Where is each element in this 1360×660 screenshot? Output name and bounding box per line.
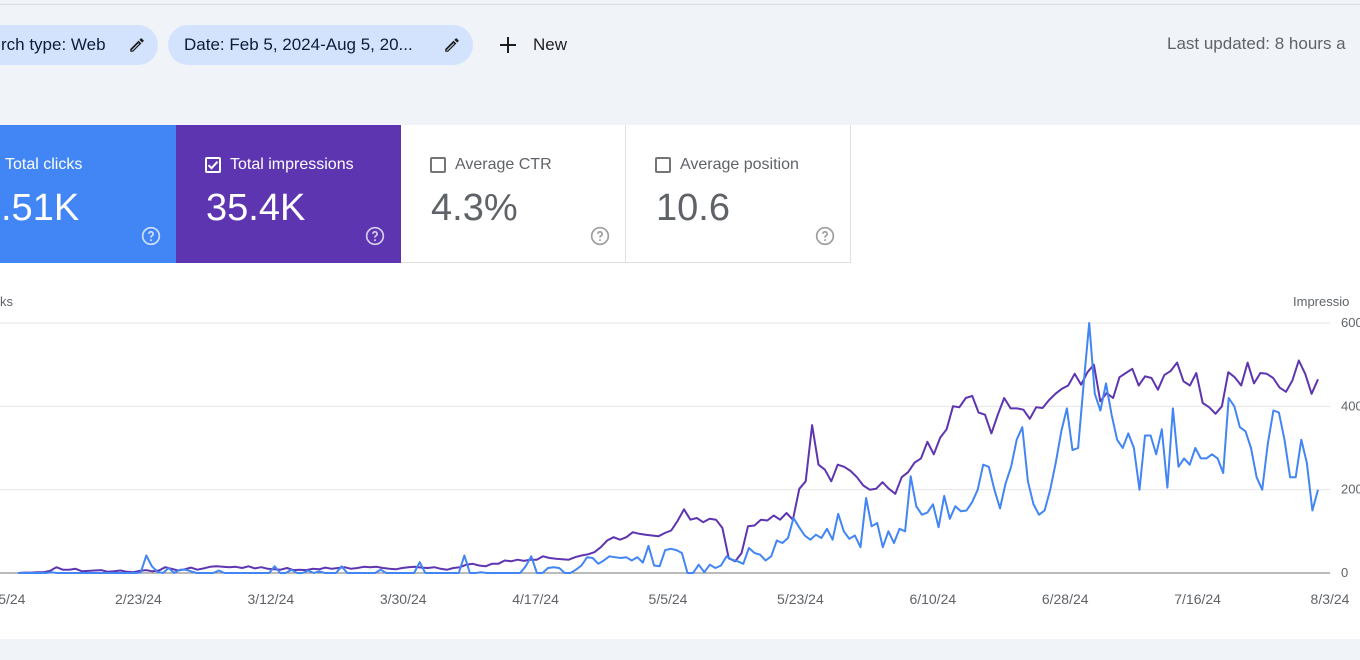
average-ctr-label: Average CTR (455, 156, 552, 173)
total-clicks-label: Total clicks (5, 156, 83, 173)
total-clicks-value: .51K (1, 187, 80, 229)
right-axis-title: Impressio (1293, 294, 1350, 309)
checkbox-icon[interactable] (430, 157, 446, 173)
right-axis-tick-label: 600 (1341, 315, 1360, 330)
x-axis-tick-label: 6/10/24 (909, 591, 956, 607)
impressions-series-line[interactable] (17, 359, 1319, 574)
average-ctr-value: 4.3% (431, 187, 518, 229)
x-axis-tick-label: 5/5/24 (649, 591, 688, 607)
average-ctr-card[interactable]: Average CTR 4.3% (401, 125, 626, 263)
x-axis-tick-label: 7/16/24 (1174, 591, 1221, 607)
new-button-label: New (533, 35, 568, 54)
search-type-chip-label: rch type: Web (1, 35, 106, 54)
right-axis-tick-label: 0 (1341, 565, 1348, 580)
x-axis-tick-label: 3/30/24 (380, 591, 427, 607)
average-position-label-row: Average position (655, 156, 799, 174)
help-circle-icon[interactable] (815, 226, 835, 246)
x-axis-tick-label: 5/23/24 (777, 591, 824, 607)
help-circle-icon[interactable] (365, 226, 385, 246)
total-impressions-value: 35.4K (206, 187, 306, 229)
total-clicks-card[interactable]: Total clicks .51K (0, 125, 176, 263)
x-axis-tick-label: 2/5/24 (0, 591, 26, 607)
clicks-series-line[interactable] (18, 322, 1319, 574)
total-impressions-label-row: Total impressions (205, 156, 354, 174)
x-axis-tick-label: 4/17/24 (512, 591, 559, 607)
x-axis-tick-label: 2/23/24 (115, 591, 162, 607)
average-position-card[interactable]: Average position 10.6 (626, 125, 851, 263)
right-axis-tick-label: 400 (1341, 398, 1360, 413)
performance-panel: Total clicks .51K Total impressions 35.4… (0, 125, 1360, 639)
date-chip-label: Date: Feb 5, 2024-Aug 5, 20... (184, 35, 413, 54)
performance-chart[interactable]: 600 400 200 0 2/5/24 2/23/24 3/12/24 3/30/24 4/1… (0, 125, 1360, 639)
date-filter-chip[interactable]: Date: Feb 5, 2024-Aug 5, 20... (168, 25, 473, 65)
last-updated-text: Last updated: 8 hours a (1167, 34, 1346, 53)
total-impressions-card[interactable]: Total impressions 35.4K (176, 125, 401, 263)
total-impressions-label: Total impressions (230, 156, 354, 173)
left-axis-title: ks (0, 294, 13, 309)
average-position-value: 10.6 (656, 187, 730, 229)
filter-bar: rch type: Web Date: Feb 5, 2024-Aug 5, 2… (0, 24, 1360, 66)
plus-icon (500, 37, 516, 53)
x-axis-tick-label: 8/3/24 (1311, 591, 1350, 607)
search-type-filter-chip[interactable]: rch type: Web (0, 25, 158, 65)
x-axis-tick-label: 6/28/24 (1042, 591, 1089, 607)
checkbox-icon[interactable] (655, 157, 671, 173)
x-axis-tick-label: 3/12/24 (247, 591, 294, 607)
help-circle-icon[interactable] (141, 226, 161, 246)
average-position-label: Average position (680, 156, 799, 173)
top-divider (0, 4, 1360, 5)
average-ctr-label-row: Average CTR (430, 156, 552, 174)
pencil-icon[interactable] (128, 36, 146, 54)
help-circle-icon[interactable] (590, 226, 610, 246)
right-axis-tick-label: 200 (1341, 482, 1360, 497)
checkbox-checked-icon[interactable] (205, 157, 221, 173)
pencil-icon[interactable] (443, 36, 461, 54)
new-filter-button[interactable]: New (496, 24, 567, 66)
